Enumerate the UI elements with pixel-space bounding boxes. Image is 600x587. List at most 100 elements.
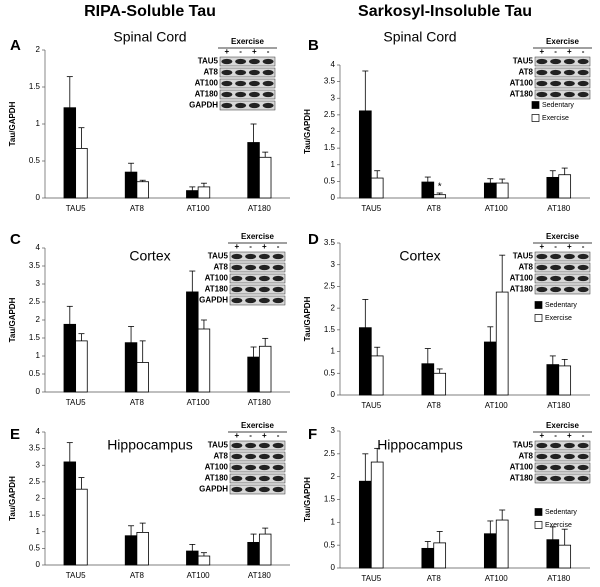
y-tick-label: 2 [36,494,41,503]
blot-band [248,69,260,76]
blot-band [235,58,247,65]
y-tick-label: 2.5 [29,477,41,486]
inset-header: Exercise [546,421,579,430]
blot-strip [534,451,591,462]
lane-sign: + [225,47,230,56]
bar [358,110,372,199]
lane-sign: + [235,242,240,251]
y-tick-label: 0 [36,560,41,569]
blot-band [221,58,233,65]
lane-sign: - [277,242,280,251]
blot-label: AT100 [205,463,229,472]
x-tick-label: AT180 [248,204,272,213]
blot-strip [229,440,286,451]
blot-strip [229,284,286,295]
blot-band [536,442,548,449]
blot-band [550,58,562,65]
bar [136,362,149,393]
blot-strip [229,295,286,306]
blot-strip [229,473,286,484]
blot-band [577,442,589,449]
x-tick-label: AT8 [130,398,145,407]
blot-band [258,464,270,471]
panel-letter: E [10,426,20,443]
lane-sign: - [249,242,252,251]
blot-label: AT8 [213,452,228,461]
blot-label: AT180 [205,285,229,294]
y-tick-label: 3.5 [324,238,336,247]
bar [495,291,509,396]
blot-label: AT8 [518,452,533,461]
blot-band [577,286,589,293]
inset-header: Exercise [241,232,274,241]
panel-title: Cortex [129,248,170,264]
bar [433,542,447,569]
lane-sign: - [277,431,280,440]
bar [483,182,497,199]
bar [258,156,272,199]
bar [558,174,572,199]
blot-label: TAU5 [513,57,534,66]
blot-band [272,453,284,460]
blot-band [550,475,562,482]
bar [483,341,497,396]
bar [358,480,372,569]
blot-band [577,475,589,482]
blot-band [563,253,575,260]
panel-letter: B [308,37,319,54]
x-tick-label: AT100 [187,398,211,407]
blot-band [258,286,270,293]
blot-band [221,91,233,98]
blot-label: TAU5 [513,252,534,261]
x-tick-label: AT180 [547,401,571,410]
panel-letter: F [308,426,317,443]
blot-band [221,102,233,109]
blot-band [550,275,562,282]
y-axis-label: Tau/GAPDH [303,296,312,341]
y-axis-label: Tau/GAPDH [303,109,312,154]
blot-band [536,275,548,282]
bar [75,148,88,199]
x-tick-label: AT180 [547,204,571,213]
x-tick-label: AT100 [485,401,509,410]
blot-label: AT8 [518,263,533,272]
blot-band [231,486,243,493]
blot-band [577,253,589,260]
bar [421,363,435,396]
lane-sign: + [540,242,545,251]
y-tick-label: 0.5 [324,540,336,549]
y-tick-label: 2.5 [324,282,336,291]
blot-band [272,464,284,471]
y-tick-label: 0 [36,387,41,396]
y-tick-label: 0.5 [29,156,41,165]
bar [136,532,149,566]
y-tick-label: 1 [331,347,336,356]
legend-swatch [534,314,543,322]
x-tick-label: AT180 [248,571,272,580]
blot-band [577,69,589,76]
lane-sign: - [554,431,557,440]
panel-letter: D [308,231,319,248]
blot-band [231,464,243,471]
legend-label: Sedentary [545,302,577,309]
lane-sign: + [262,431,267,440]
blot-band [258,297,270,304]
blot-label: TAU5 [513,441,534,450]
blot-band [550,91,562,98]
blot-band [245,486,257,493]
y-tick-label: 0.5 [324,176,336,185]
blot-band [577,453,589,460]
bar [247,541,260,566]
blot-band [577,80,589,87]
y-tick-label: 3 [36,460,41,469]
blot-band [550,264,562,271]
blot-strip [534,251,591,262]
y-tick-label: 1.5 [324,325,336,334]
bar [483,533,497,569]
blot-band [536,264,548,271]
blot-band [245,442,257,449]
x-tick-label: TAU5 [361,401,381,410]
blot-strip [229,251,286,262]
blot-band [536,69,548,76]
blot-label: AT100 [205,274,229,283]
